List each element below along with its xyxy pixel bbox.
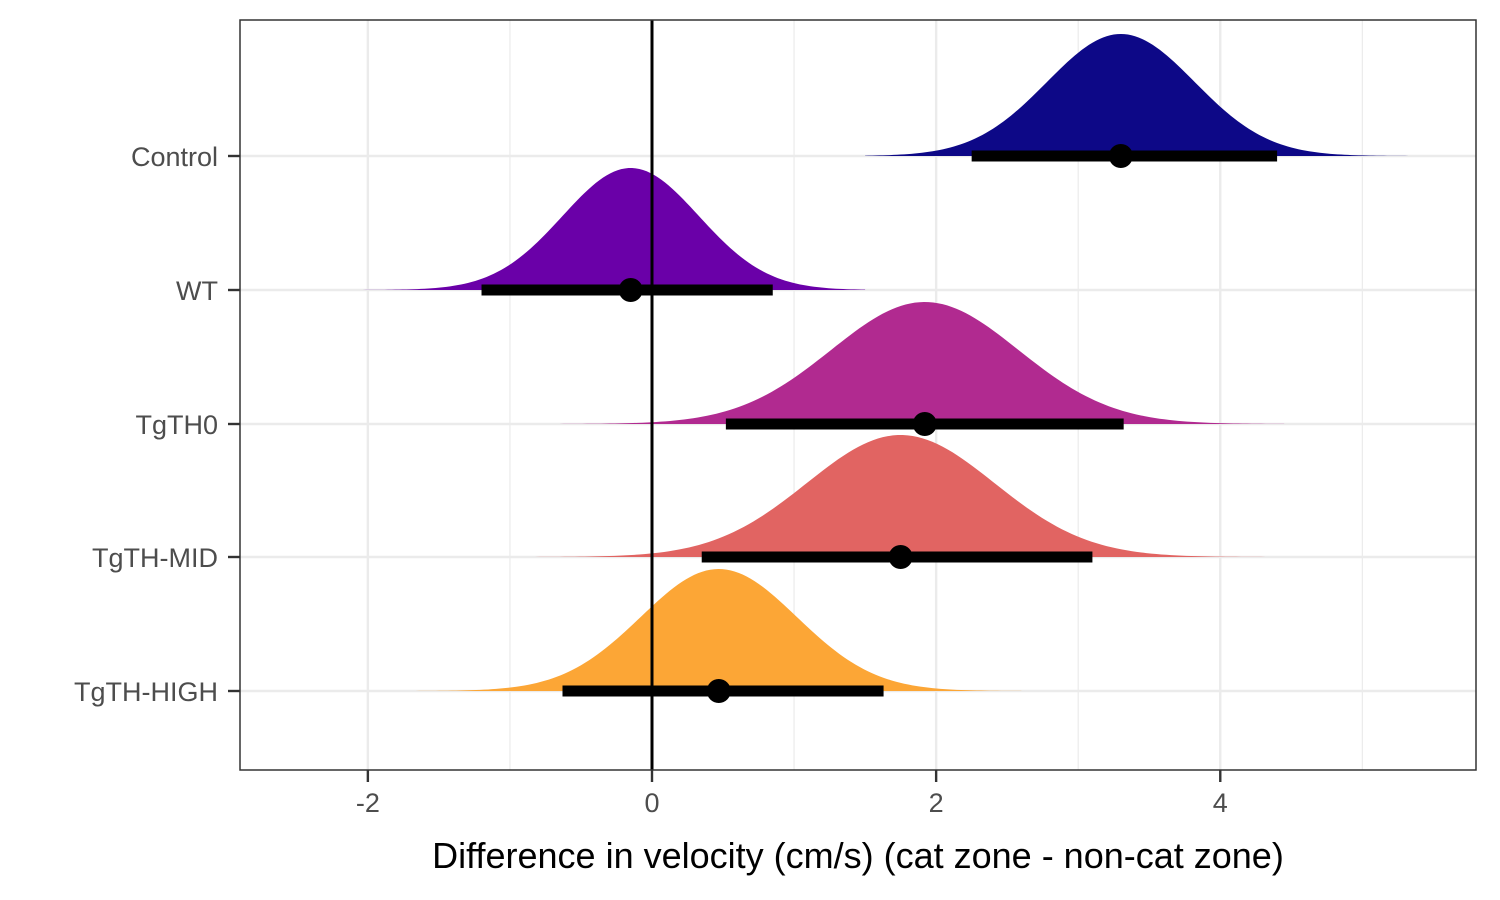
x-tick-label: 2	[929, 788, 944, 818]
point-control	[1108, 144, 1133, 168]
density-layer	[282, 34, 1434, 691]
y-tick-label: TgTH-MID	[92, 543, 218, 573]
point-tgth-high	[706, 679, 731, 703]
point-tgth-mid	[888, 545, 913, 569]
y-tick-label: Control	[131, 142, 218, 172]
panel-border	[239, 19, 1477, 771]
point-tgth0	[912, 412, 937, 436]
density-tgth0	[545, 302, 1285, 424]
x-tick-label: -2	[356, 788, 380, 818]
interval-layer	[481, 144, 1278, 703]
y-tick-label: TgTH-HIGH	[74, 677, 218, 707]
x-tick-label: 0	[644, 788, 659, 818]
x-axis-title: Difference in velocity (cm/s) (cat zone …	[432, 835, 1284, 876]
point-wt	[618, 278, 643, 302]
axis-layer: Control WT TgTH0 TgTH-MID TgTH-HIGH -2 0 2 4	[74, 142, 1228, 818]
density-tgth-mid	[509, 435, 1306, 557]
y-tick-label: WT	[176, 276, 218, 306]
density-control	[865, 34, 1434, 156]
x-tick-label: 4	[1213, 788, 1228, 818]
density-wt	[282, 168, 866, 290]
density-tgth-high	[374, 569, 1022, 691]
y-tick-label: TgTH0	[135, 410, 218, 440]
